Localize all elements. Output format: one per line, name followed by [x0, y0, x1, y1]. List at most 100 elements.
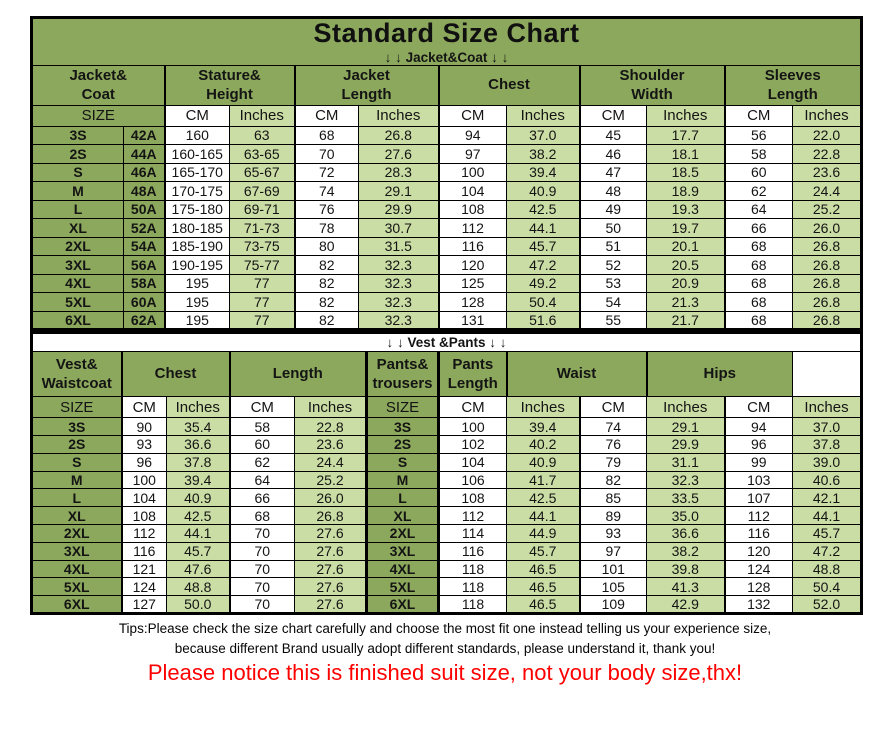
cm-value-cell: 68 [228, 506, 295, 525]
jacket-column-group-row: Jacket& Coat Stature& Height Jacket Leng… [31, 64, 862, 106]
cm-value-cell: 109 [578, 595, 647, 615]
inches-value-cell: 35.4 [166, 417, 230, 436]
size-cell: 54A [123, 236, 165, 257]
size-cell: 4XL [365, 559, 440, 579]
unit-header-inches: Inches [294, 396, 367, 419]
cm-value-cell: 60 [723, 162, 793, 183]
title-row: Standard Size Chart ↓ ↓ Jacket&Coat ↓ ↓ [31, 17, 862, 66]
inches-value-cell: 63-65 [229, 144, 295, 164]
table-row: 2S 93 36.6 60 23.6 2S 102 40.2 76 29.9 96 37.8 [31, 434, 863, 454]
size-cell: S [365, 452, 440, 472]
inches-value-cell: 41.7 [506, 470, 580, 490]
inches-value-cell: 24.4 [792, 181, 862, 201]
inches-value-cell: 32.3 [358, 255, 439, 275]
inches-value-cell: 27.6 [294, 523, 367, 543]
size-cell: 48A [123, 181, 165, 201]
cm-value-cell: 60 [228, 434, 295, 454]
size-cell: 2S [31, 434, 122, 454]
inches-value-cell: 49.2 [506, 273, 580, 294]
inches-value-cell: 29.1 [646, 417, 725, 436]
size-chart-page: Standard Size Chart ↓ ↓ Jacket&Coat ↓ ↓ … [30, 16, 864, 686]
column-header-pants-trousers: Pants& trousers [365, 351, 440, 398]
unit-header-cm: CM [578, 104, 647, 127]
inches-value-cell: 40.9 [506, 452, 580, 472]
inches-value-cell: 48.8 [791, 559, 863, 579]
finished-size-notice: Please notice this is finished suit size… [147, 660, 743, 686]
cm-value-cell: 175-180 [163, 199, 230, 220]
inches-value-cell: 45.7 [791, 523, 863, 543]
size-cell: 3XL [31, 541, 122, 561]
table-row: 3S 42A 160 63 68 26.8 94 37.0 45 17.7 56 22.0 [31, 125, 862, 146]
size-cell: 2XL [31, 523, 122, 543]
jacket-coat-section-label: ↓ ↓ Jacket&Coat ↓ ↓ [384, 49, 509, 65]
inches-value-cell: 36.6 [646, 523, 725, 543]
table-row: 3XL 56A 190-195 75-77 82 32.3 120 47.2 52 20.5 68 2… [31, 255, 862, 275]
vest-pants-size-table: ↓ ↓ Vest &Pants ↓ ↓ Vest& Waistcoat Ches… [30, 331, 864, 616]
title-block: Standard Size Chart ↓ ↓ Jacket&Coat ↓ ↓ [31, 17, 862, 66]
unit-header-cm: CM [163, 104, 230, 127]
inches-value-cell: 26.8 [358, 125, 439, 146]
inches-value-cell: 25.2 [294, 470, 367, 490]
size-cell: 2S [31, 144, 124, 164]
inches-value-cell: 33.5 [646, 488, 725, 508]
inches-value-cell: 41.3 [646, 577, 725, 597]
cm-value-cell: 116 [437, 236, 507, 257]
inches-value-cell: 22.0 [792, 125, 862, 146]
tips-line-1: Tips:Please check the size chart careful… [118, 621, 772, 637]
cm-value-cell: 70 [228, 595, 295, 615]
cm-value-cell: 108 [438, 488, 507, 508]
inches-value-cell: 45.7 [166, 541, 230, 561]
cm-value-cell: 190-195 [163, 255, 230, 275]
cm-value-cell: 125 [437, 273, 507, 294]
cm-value-cell: 94 [723, 417, 793, 436]
column-header-shoulder-width: Shoulder Width [578, 64, 725, 106]
cm-value-cell: 85 [578, 488, 647, 508]
inches-value-cell: 26.0 [792, 218, 862, 238]
cm-value-cell: 74 [578, 417, 647, 436]
cm-value-cell: 103 [723, 470, 793, 490]
size-cell: 58A [123, 273, 165, 294]
table-row: 4XL 58A 195 77 82 32.3 125 49.2 53 20.9 68 26.8 [31, 273, 862, 294]
inches-value-cell: 18.1 [646, 144, 725, 164]
cm-value-cell: 68 [723, 236, 793, 257]
inches-value-cell: 20.5 [646, 255, 725, 275]
cm-value-cell: 101 [578, 559, 647, 579]
size-cell: 56A [123, 255, 165, 275]
inches-value-cell: 37.0 [791, 417, 863, 436]
cm-value-cell: 170-175 [163, 181, 230, 201]
size-cell: 60A [123, 292, 165, 312]
cm-value-cell: 97 [578, 541, 647, 561]
inches-value-cell: 67-69 [229, 181, 295, 201]
cm-value-cell: 64 [723, 199, 793, 220]
cm-value-cell: 76 [578, 434, 647, 454]
inches-value-cell: 42.1 [791, 488, 863, 508]
unit-header-inches: Inches [506, 104, 580, 127]
size-cell: 3XL [365, 541, 440, 561]
cm-value-cell: 78 [293, 218, 359, 238]
vest-unit-row: SIZE CM Inches CM Inches SIZE CM Inches … [31, 396, 863, 419]
cm-value-cell: 118 [438, 559, 507, 579]
cm-value-cell: 104 [120, 488, 167, 508]
cm-value-cell: 70 [293, 144, 359, 164]
table-row: 4XL 121 47.6 70 27.6 4XL 118 46.5 101 39.8 124 48.8 [31, 559, 863, 579]
inches-value-cell: 45.7 [506, 541, 580, 561]
inches-value-cell: 23.6 [294, 434, 367, 454]
size-cell: 44A [123, 144, 165, 164]
cm-value-cell: 195 [163, 292, 230, 312]
size-cell: S [31, 452, 122, 472]
size-cell: 50A [123, 199, 165, 220]
cm-value-cell: 116 [723, 523, 793, 543]
size-cell: 6XL [365, 595, 440, 615]
size-cell: L [31, 199, 124, 220]
column-header-stature-height: Stature& Height [163, 64, 295, 106]
cm-value-cell: 97 [437, 144, 507, 164]
inches-value-cell: 77 [229, 292, 295, 312]
table-row: S 46A 165-170 65-67 72 28.3 100 39.4 47 18.5 60 23.… [31, 162, 862, 183]
cm-value-cell: 120 [723, 541, 793, 561]
column-header-chest: Chest [120, 351, 230, 398]
size-cell: 6XL [31, 310, 124, 331]
inches-value-cell: 42.5 [166, 506, 230, 525]
cm-value-cell: 46 [578, 144, 647, 164]
cm-value-cell: 70 [228, 523, 295, 543]
inches-value-cell: 27.6 [358, 144, 439, 164]
